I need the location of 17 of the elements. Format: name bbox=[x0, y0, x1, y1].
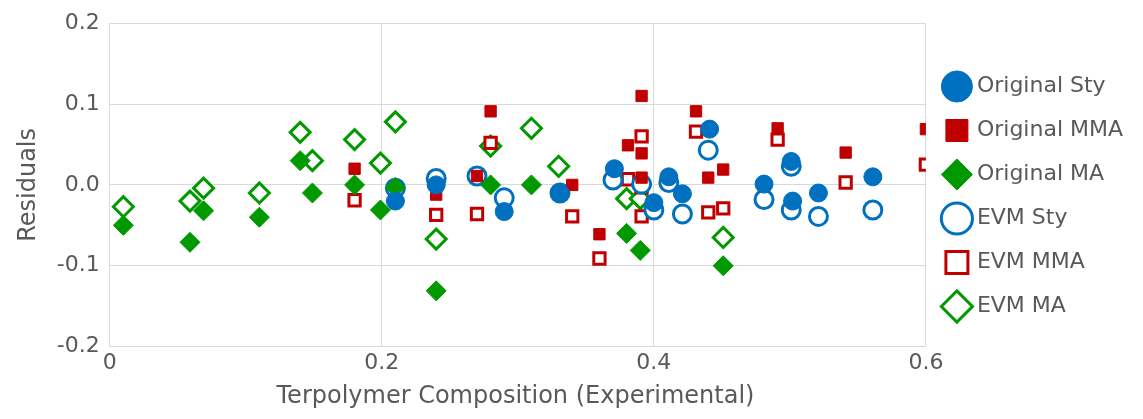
legend-label: Original MA bbox=[976, 160, 1105, 186]
legend-label: EVM MMA bbox=[976, 248, 1085, 274]
y-tick-label: 0.0 bbox=[64, 170, 100, 196]
x-tick-label: 0.2 bbox=[364, 348, 400, 374]
y-tick-label: 0.1 bbox=[64, 89, 100, 115]
x-tick-label: 0.6 bbox=[908, 348, 944, 374]
legend-label: Original Sty bbox=[976, 72, 1106, 98]
y-tick-label: 0.2 bbox=[64, 8, 100, 34]
legend-label: Original MMA bbox=[976, 116, 1123, 142]
y-axis-title: Residuals bbox=[12, 127, 41, 242]
x-axis-title: Terpolymer Composition (Experimental) bbox=[275, 381, 756, 409]
y-tick-label: -0.2 bbox=[56, 332, 100, 358]
legend-label: EVM Sty bbox=[976, 204, 1068, 230]
y-tick-label: -0.1 bbox=[56, 251, 100, 277]
legend-label: EVM MA bbox=[976, 292, 1066, 318]
x-tick-label: 0 bbox=[102, 348, 117, 374]
x-tick-label: 0.4 bbox=[636, 348, 672, 374]
